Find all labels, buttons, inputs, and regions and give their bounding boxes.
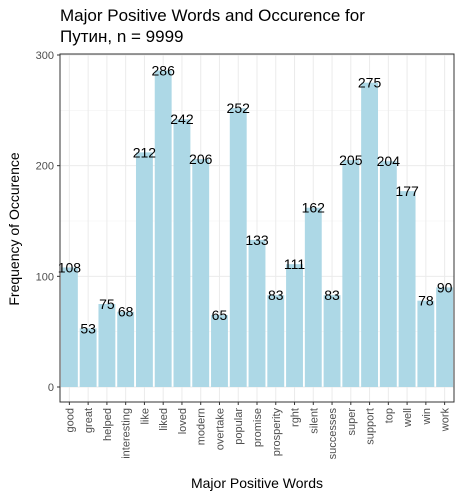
bar-promise <box>248 239 266 387</box>
bar-loved <box>173 119 191 387</box>
y-tick-label: 200 <box>36 161 54 173</box>
x-tick-label: modern <box>196 408 208 445</box>
bars <box>60 70 454 388</box>
x-tick-label: silent <box>308 408 320 434</box>
bar-value-label: 162 <box>302 200 326 216</box>
x-tick-label: good <box>64 408 76 432</box>
bar-value-label: 68 <box>118 304 134 320</box>
x-axis: good great helped interesting like liked loved… <box>64 402 452 460</box>
bar-value-label: 83 <box>268 287 284 303</box>
x-tick-label: overtake <box>214 408 226 450</box>
bar-win <box>417 300 435 387</box>
bar-interesting <box>117 311 135 387</box>
bar-support <box>361 82 379 388</box>
x-tick-label: well <box>402 408 414 428</box>
bar-super <box>342 160 360 387</box>
bar-value-label: 65 <box>212 307 228 323</box>
bar-well <box>398 191 416 387</box>
x-tick-label: prosperity <box>271 408 283 457</box>
bar-value-label: 252 <box>227 100 251 116</box>
x-axis-title: Major Positive Words <box>191 475 323 491</box>
x-tick-label: loved <box>177 408 189 434</box>
bar-successes <box>323 295 341 387</box>
x-tick-label: great <box>83 408 95 433</box>
bar-value-label: 204 <box>377 153 401 169</box>
x-tick-label: work <box>440 408 452 433</box>
bar-value-label: 108 <box>58 259 82 275</box>
bar-good <box>60 267 78 387</box>
x-tick-label: win <box>421 408 433 426</box>
bar-value-label: 90 <box>437 279 453 295</box>
bar-value-label: 53 <box>80 320 96 336</box>
x-tick-label: super <box>346 408 358 436</box>
y-tick-label: 300 <box>36 50 54 62</box>
bar-value-label: 177 <box>395 183 419 199</box>
bar-rght <box>286 264 303 387</box>
bar-value-label: 78 <box>418 293 434 309</box>
bar-liked <box>154 70 172 387</box>
bar-value-label: 133 <box>245 232 269 248</box>
bar-prosperity <box>267 295 285 387</box>
bar-value-label: 83 <box>324 287 340 303</box>
bar-top <box>379 161 397 387</box>
y-tick-label: 100 <box>36 271 54 283</box>
x-tick-label: liked <box>158 408 170 431</box>
bar-popular <box>229 108 247 388</box>
y-axis-title: Frequency of Occurence <box>6 152 22 306</box>
x-tick-label: like <box>139 408 151 425</box>
bar-helped <box>98 304 116 387</box>
bar-overtake <box>211 315 228 387</box>
bar-value-label: 242 <box>170 111 194 127</box>
x-tick-label: popular <box>233 408 245 445</box>
bar-value-label: 286 <box>152 62 176 78</box>
bar-value-label: 275 <box>358 75 382 91</box>
x-tick-label: helped <box>102 408 114 441</box>
bar-like <box>135 152 153 387</box>
y-axis: 0 100 200 300 <box>36 50 60 394</box>
bar-value-label: 205 <box>339 152 363 168</box>
x-tick-label: interesting <box>121 408 133 459</box>
bar-value-label: 75 <box>99 296 115 312</box>
bar-value-label: 111 <box>284 256 305 272</box>
chart-title: Major Positive Words and Occurence for П… <box>60 6 365 46</box>
bar-value-label: 212 <box>133 144 157 160</box>
x-tick-label: rght <box>290 408 302 427</box>
bar-great <box>79 328 97 387</box>
bar-silent <box>304 207 322 387</box>
x-tick-label: successes <box>327 408 339 460</box>
x-tick-label: support <box>365 408 377 445</box>
x-tick-label: top <box>383 408 395 423</box>
y-tick-label: 0 <box>48 382 54 394</box>
bar-work <box>436 287 454 387</box>
bar-value-label: 206 <box>189 151 213 167</box>
x-tick-label: promise <box>252 408 264 447</box>
bar-modern <box>192 159 210 387</box>
